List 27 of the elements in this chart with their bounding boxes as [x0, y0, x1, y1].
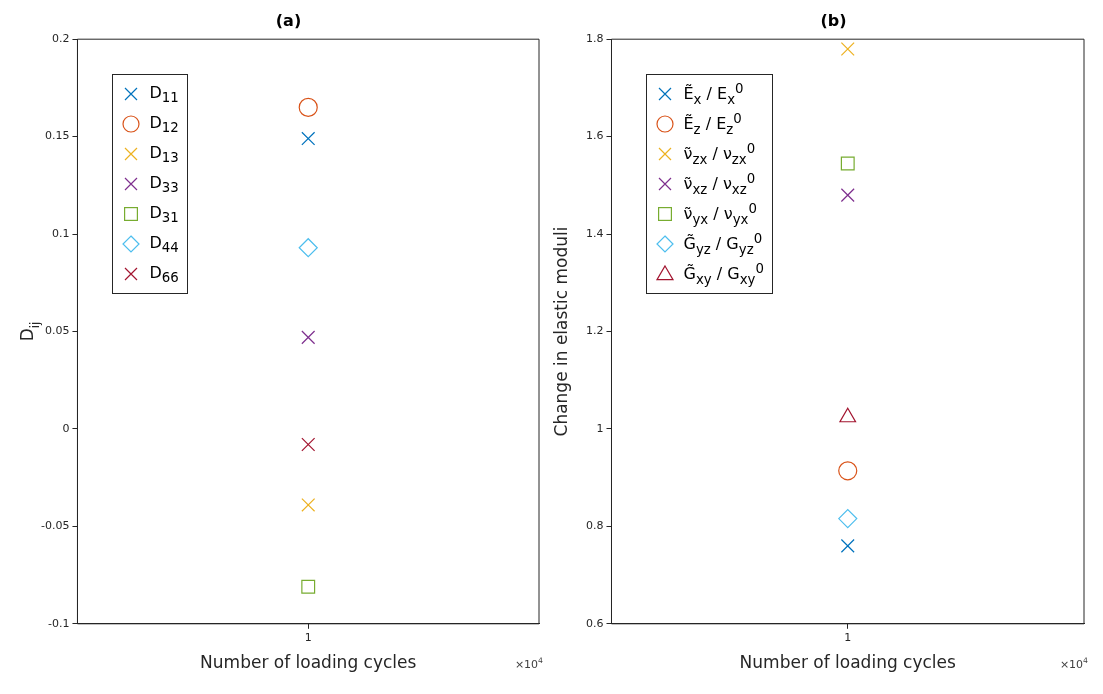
- y-tick-label: -0.05: [40, 519, 70, 533]
- y-tick-label: 0.1: [51, 226, 70, 240]
- y-tick-label: 1.6: [585, 129, 604, 143]
- y-tick-label: 1.8: [585, 32, 604, 46]
- y-axis-title: Change in elastic moduli: [551, 226, 572, 437]
- y-tick-label: 0.6: [585, 616, 604, 630]
- legend-label: D$_{33}$: [149, 173, 179, 196]
- legend-label: D$_{12}$: [149, 113, 179, 136]
- x-axis-title: Number of loading cycles: [739, 651, 957, 672]
- legend-label: D$_{11}$: [149, 83, 179, 106]
- y-tick-label: 0: [62, 421, 70, 435]
- y-tick-label: 0.2: [51, 32, 70, 46]
- y-tick-label: 1: [596, 421, 604, 435]
- chart-title: (b): [820, 10, 847, 30]
- x-axis-title: Number of loading cycles: [200, 651, 417, 672]
- legend-label: D$_{13}$: [149, 143, 179, 166]
- y-tick-label: 0.8: [585, 519, 604, 533]
- y-tick-label: 1.2: [585, 324, 604, 338]
- legend-label: D$_{66}$: [149, 263, 179, 286]
- legend-label: D$_{44}$: [149, 233, 179, 256]
- y-tick-label: 0.15: [44, 129, 70, 143]
- y-tick-label: 0.05: [44, 324, 70, 338]
- y-axis-title: Dij: [17, 321, 42, 342]
- y-tick-label: -0.1: [47, 616, 70, 630]
- y-tick-label: 1.4: [585, 226, 604, 240]
- chart-title: (a): [275, 10, 302, 30]
- legend-label: D$_{31}$: [149, 203, 179, 226]
